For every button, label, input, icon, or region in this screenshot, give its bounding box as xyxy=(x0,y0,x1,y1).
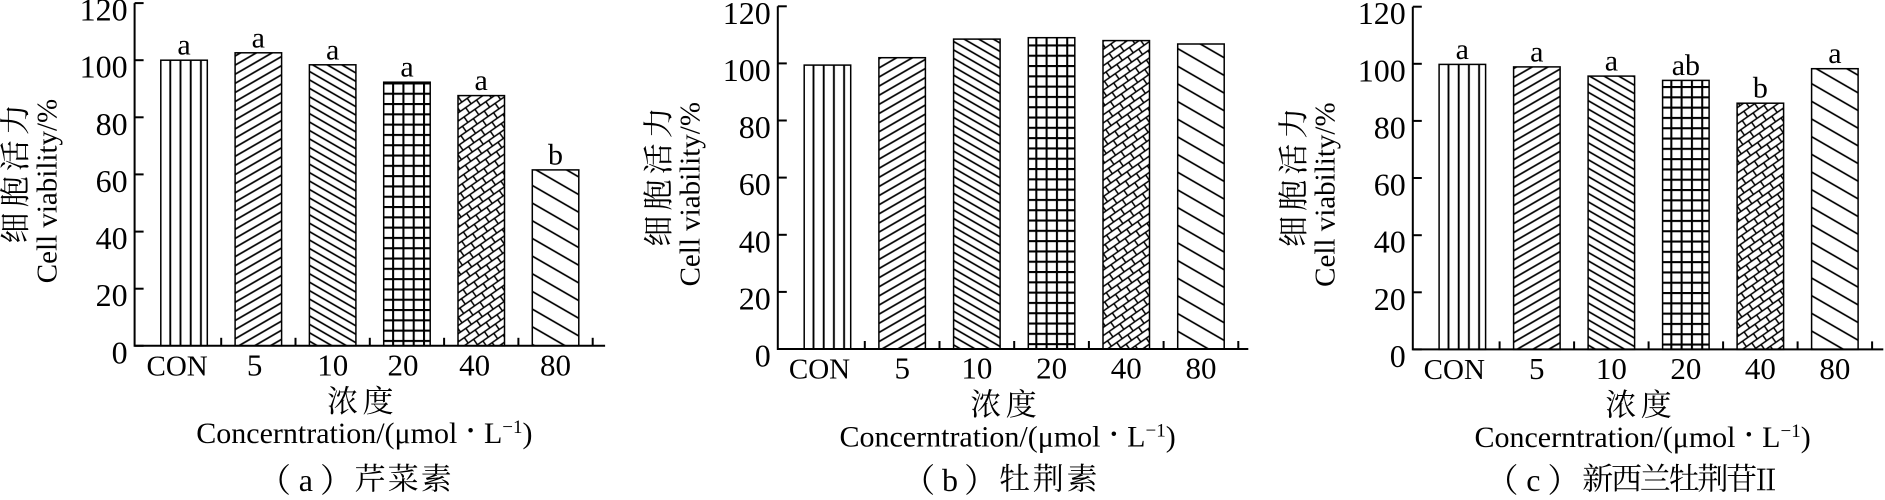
svg-text:40: 40 xyxy=(1111,351,1142,386)
svg-text:b: b xyxy=(1753,72,1768,105)
svg-text:80: 80 xyxy=(739,109,771,145)
svg-text:40: 40 xyxy=(1745,351,1776,386)
svg-text:40: 40 xyxy=(96,220,128,256)
svg-text:a: a xyxy=(299,462,313,495)
svg-text:0: 0 xyxy=(1390,338,1406,374)
svg-text:20: 20 xyxy=(1374,281,1406,317)
svg-text:10: 10 xyxy=(1596,351,1627,386)
svg-text:60: 60 xyxy=(739,166,771,202)
svg-text:a: a xyxy=(475,64,488,97)
svg-text:60: 60 xyxy=(96,163,128,199)
svg-text:b: b xyxy=(942,462,958,495)
svg-text:a: a xyxy=(400,51,413,84)
svg-text:a: a xyxy=(1456,33,1469,66)
svg-text:120: 120 xyxy=(80,0,128,28)
svg-text:0: 0 xyxy=(755,338,771,374)
svg-text:100: 100 xyxy=(723,52,771,88)
svg-text:80: 80 xyxy=(96,106,128,142)
svg-text:20: 20 xyxy=(1670,351,1701,386)
svg-text:b: b xyxy=(548,138,563,171)
svg-text:Concerntration/(μmol·L−1): Concerntration/(μmol · L−1) xyxy=(839,413,1175,455)
svg-text:60: 60 xyxy=(1374,167,1406,203)
svg-text:a: a xyxy=(1828,37,1841,70)
svg-text:Cell viability/%: Cell viability/% xyxy=(32,99,64,283)
svg-text:80: 80 xyxy=(1186,351,1217,386)
svg-text:40: 40 xyxy=(739,223,771,259)
svg-text:120: 120 xyxy=(723,0,771,31)
svg-text:5: 5 xyxy=(894,351,910,386)
svg-text:a: a xyxy=(1530,35,1543,68)
svg-text:20: 20 xyxy=(96,277,128,313)
svg-text:100: 100 xyxy=(1358,52,1406,88)
svg-text:a: a xyxy=(1605,45,1618,78)
svg-text:5: 5 xyxy=(1529,351,1545,386)
svg-text:10: 10 xyxy=(961,351,992,386)
svg-text:20: 20 xyxy=(739,280,771,316)
svg-text:10: 10 xyxy=(317,348,348,383)
svg-text:CON: CON xyxy=(789,354,850,386)
svg-text:40: 40 xyxy=(459,348,490,383)
svg-text:a: a xyxy=(326,33,339,66)
svg-text:5: 5 xyxy=(247,348,263,383)
svg-text:20: 20 xyxy=(1036,351,1067,386)
svg-text:120: 120 xyxy=(1358,0,1406,31)
svg-text:0: 0 xyxy=(112,334,128,370)
svg-text:100: 100 xyxy=(80,49,128,85)
svg-text:Cell viability/%: Cell viability/% xyxy=(1310,102,1342,286)
svg-text:CON: CON xyxy=(1424,354,1485,386)
svg-text:ab: ab xyxy=(1672,49,1700,82)
svg-text:80: 80 xyxy=(1819,351,1850,386)
svg-text:Concerntration/(μmol·L−1): Concerntration/(μmol · L−1) xyxy=(1474,414,1810,456)
svg-text:80: 80 xyxy=(540,348,571,383)
svg-text:a: a xyxy=(177,29,190,62)
svg-text:CON: CON xyxy=(146,351,207,383)
svg-text:a: a xyxy=(252,21,265,54)
svg-text:c: c xyxy=(1526,462,1540,495)
svg-text:Cell viability/%: Cell viability/% xyxy=(675,102,707,286)
svg-text:20: 20 xyxy=(388,348,419,383)
svg-text:Concerntration/(μmol·L−1): Concerntration/(μmol · L−1) xyxy=(196,410,532,452)
svg-text:80: 80 xyxy=(1374,109,1406,145)
svg-text:40: 40 xyxy=(1374,224,1406,260)
